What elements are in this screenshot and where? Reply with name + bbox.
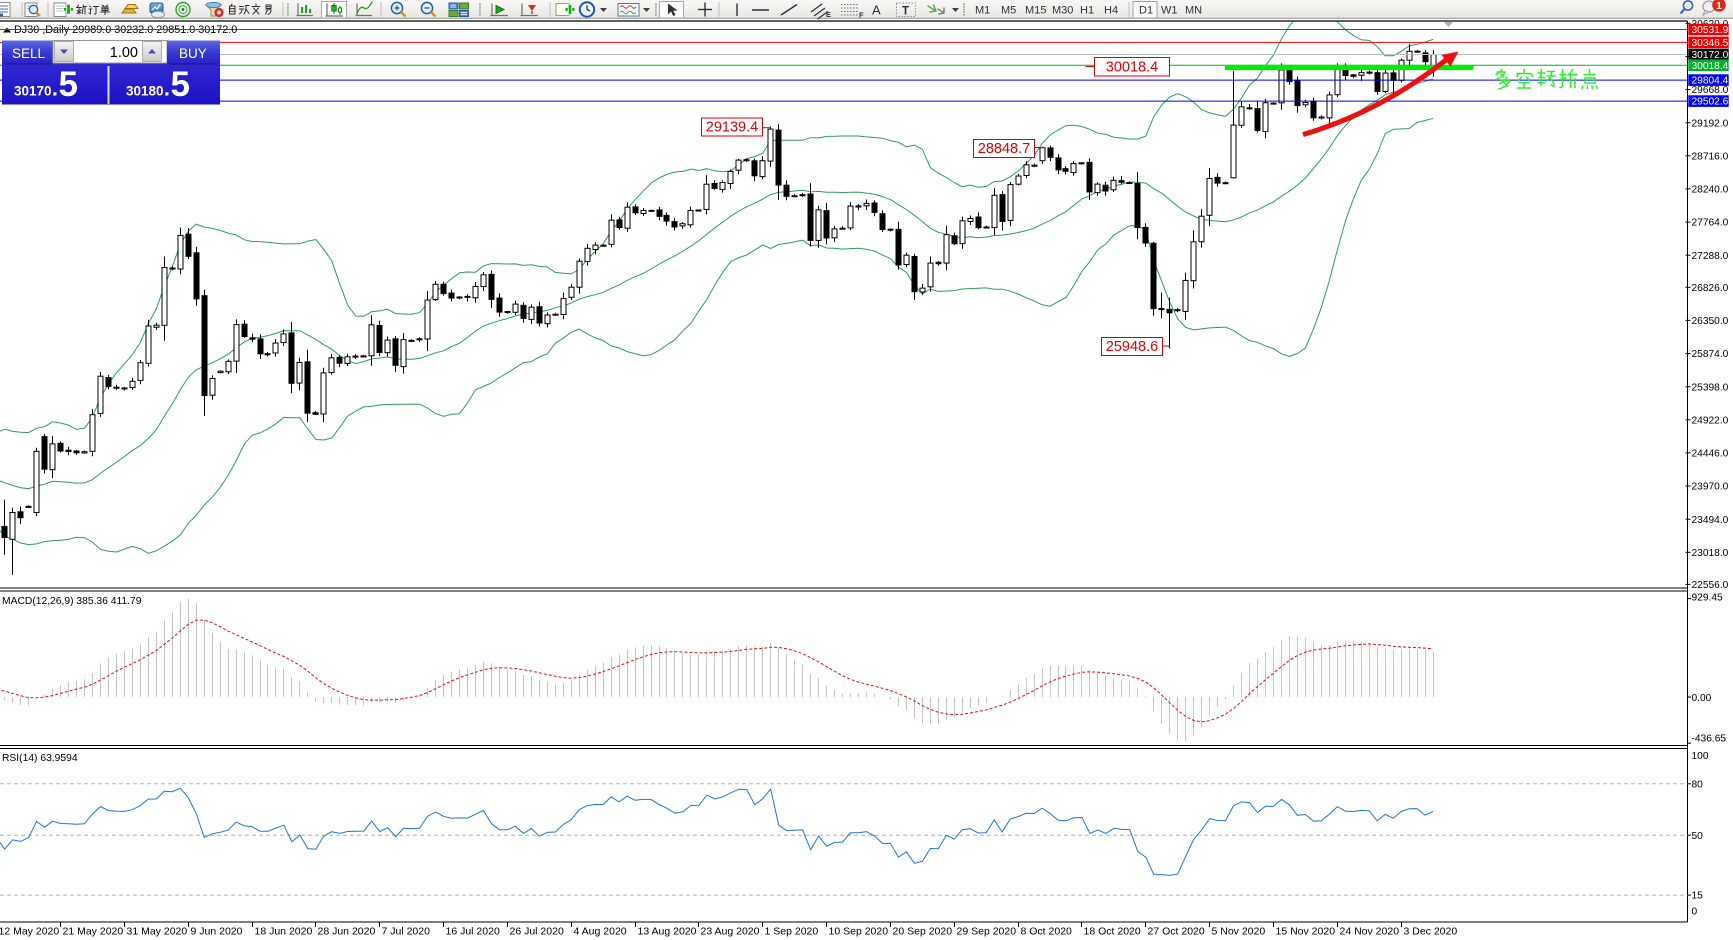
svg-text:23018.0: 23018.0 bbox=[1692, 548, 1729, 559]
svg-text:15 Nov 2020: 15 Nov 2020 bbox=[1276, 926, 1336, 938]
svg-text:27764.0: 27764.0 bbox=[1692, 218, 1729, 229]
svg-text:D1: D1 bbox=[1139, 5, 1153, 17]
svg-text:25398.0: 25398.0 bbox=[1692, 382, 1729, 393]
svg-text:30170: 30170 bbox=[14, 84, 52, 99]
svg-text:16 Jul 2020: 16 Jul 2020 bbox=[446, 926, 500, 938]
svg-text:MACD(12,26,9) 385.36 411.79: MACD(12,26,9) 385.36 411.79 bbox=[2, 596, 142, 607]
svg-text:E: E bbox=[826, 10, 831, 19]
svg-text:4 Aug 2020: 4 Aug 2020 bbox=[574, 926, 627, 938]
svg-text:8 Oct 2020: 8 Oct 2020 bbox=[1021, 926, 1073, 938]
svg-text:1: 1 bbox=[1716, 0, 1722, 12]
svg-text:29668.0: 29668.0 bbox=[1692, 85, 1729, 96]
svg-text:929.45: 929.45 bbox=[1692, 593, 1723, 604]
svg-text:W1: W1 bbox=[1161, 5, 1178, 17]
svg-text:3 Dec 2020: 3 Dec 2020 bbox=[1404, 926, 1458, 938]
svg-text:0: 0 bbox=[1692, 907, 1698, 918]
svg-text:DJ30 ,Daily 29989.0 30232.0 2: DJ30 ,Daily 29989.0 30232.0 29851.0 3017… bbox=[14, 24, 237, 36]
svg-text:28 Jun 2020: 28 Jun 2020 bbox=[318, 926, 376, 938]
svg-text:SELL: SELL bbox=[12, 46, 46, 61]
svg-text:5: 5 bbox=[59, 65, 78, 104]
svg-text:M5: M5 bbox=[1001, 5, 1016, 17]
svg-text:30172.0: 30172.0 bbox=[1692, 50, 1729, 61]
svg-text:24446.0: 24446.0 bbox=[1692, 449, 1729, 460]
svg-text:BUY: BUY bbox=[179, 46, 207, 61]
svg-text:-436.65: -436.65 bbox=[1692, 734, 1727, 745]
svg-text:7 Jul 2020: 7 Jul 2020 bbox=[382, 926, 431, 938]
svg-text:23 Aug 2020: 23 Aug 2020 bbox=[701, 926, 760, 938]
svg-text:13 Aug 2020: 13 Aug 2020 bbox=[638, 926, 697, 938]
svg-text:26350.0: 26350.0 bbox=[1692, 316, 1729, 327]
svg-text:100: 100 bbox=[1692, 751, 1709, 762]
svg-text:18 Oct 2020: 18 Oct 2020 bbox=[1084, 926, 1141, 938]
svg-text:1 Sep 2020: 1 Sep 2020 bbox=[765, 926, 819, 938]
svg-text:MN: MN bbox=[1185, 5, 1202, 17]
svg-text:26 Jul 2020: 26 Jul 2020 bbox=[510, 926, 564, 938]
svg-text:18 Jun 2020: 18 Jun 2020 bbox=[255, 926, 313, 938]
svg-text:30018.4: 30018.4 bbox=[1692, 61, 1729, 72]
svg-text:M30: M30 bbox=[1052, 5, 1073, 17]
svg-text:15: 15 bbox=[1692, 891, 1704, 902]
svg-text:M1: M1 bbox=[975, 5, 990, 17]
svg-text:24922.0: 24922.0 bbox=[1692, 415, 1729, 426]
svg-text:9 Jun 2020: 9 Jun 2020 bbox=[191, 926, 243, 938]
svg-text:F: F bbox=[859, 11, 864, 20]
svg-text:31 May 2020: 31 May 2020 bbox=[127, 926, 188, 938]
svg-text:A: A bbox=[872, 3, 881, 18]
svg-text:27 Oct 2020: 27 Oct 2020 bbox=[1148, 926, 1205, 938]
svg-text:1.00: 1.00 bbox=[110, 45, 138, 61]
svg-text:5 Nov 2020: 5 Nov 2020 bbox=[1212, 926, 1266, 938]
svg-text:27288.0: 27288.0 bbox=[1692, 251, 1729, 262]
svg-text:24 Nov 2020: 24 Nov 2020 bbox=[1340, 926, 1400, 938]
svg-text:29502.6: 29502.6 bbox=[1692, 97, 1729, 108]
svg-text:.: . bbox=[164, 78, 170, 101]
svg-text:23494.0: 23494.0 bbox=[1692, 515, 1729, 526]
svg-text:22556.0: 22556.0 bbox=[1692, 580, 1729, 591]
svg-text:28848.7: 28848.7 bbox=[978, 141, 1030, 157]
svg-text:30018.4: 30018.4 bbox=[1106, 60, 1158, 76]
svg-text:30346.5: 30346.5 bbox=[1692, 38, 1729, 49]
svg-text:H4: H4 bbox=[1104, 5, 1118, 17]
svg-text:25874.0: 25874.0 bbox=[1692, 349, 1729, 360]
svg-text:25948.6: 25948.6 bbox=[1106, 339, 1158, 355]
svg-text:12 May 2020: 12 May 2020 bbox=[0, 926, 59, 938]
svg-text:28240.0: 28240.0 bbox=[1692, 185, 1729, 196]
svg-text:50: 50 bbox=[1692, 831, 1704, 842]
svg-text:RSI(14) 63.9594: RSI(14) 63.9594 bbox=[2, 753, 78, 764]
svg-text:M15: M15 bbox=[1025, 5, 1046, 17]
svg-text:29804.4: 29804.4 bbox=[1692, 76, 1729, 87]
svg-text:23970.0: 23970.0 bbox=[1692, 482, 1729, 493]
svg-text:29 Sep 2020: 29 Sep 2020 bbox=[957, 926, 1017, 938]
svg-text:21 May 2020: 21 May 2020 bbox=[63, 926, 124, 938]
svg-text:29139.4: 29139.4 bbox=[706, 120, 758, 136]
svg-text:26826.0: 26826.0 bbox=[1692, 283, 1729, 294]
svg-text:20 Sep 2020: 20 Sep 2020 bbox=[893, 926, 953, 938]
svg-text:80: 80 bbox=[1692, 779, 1704, 790]
svg-text:10 Sep 2020: 10 Sep 2020 bbox=[829, 926, 889, 938]
svg-text:30180: 30180 bbox=[126, 84, 164, 99]
svg-text:0.00: 0.00 bbox=[1692, 693, 1712, 704]
svg-text:28716.0: 28716.0 bbox=[1692, 151, 1729, 162]
svg-text:29192.0: 29192.0 bbox=[1692, 118, 1729, 129]
svg-text:30531.9: 30531.9 bbox=[1692, 25, 1729, 36]
svg-text:H1: H1 bbox=[1080, 5, 1094, 17]
svg-text:T: T bbox=[902, 6, 909, 18]
svg-text:.: . bbox=[52, 78, 58, 101]
svg-text:5: 5 bbox=[171, 65, 190, 104]
